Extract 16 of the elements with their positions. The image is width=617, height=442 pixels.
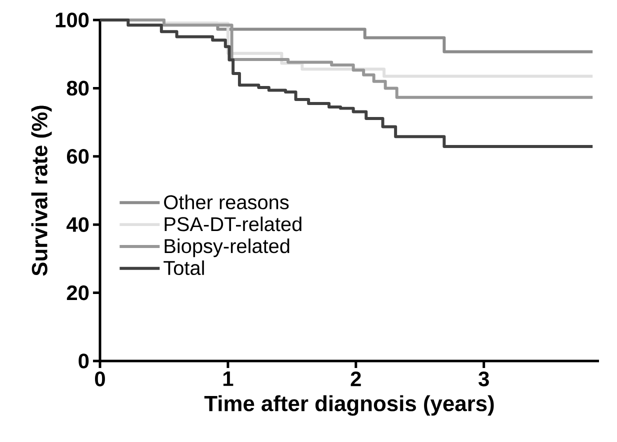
y-tick-label: 0: [78, 354, 89, 368]
y-tick-label: 100: [56, 12, 89, 28]
y-tick-label: 40: [66, 217, 89, 232]
y-tick-label: 80: [66, 80, 89, 96]
legend-label: Biopsy-related: [164, 238, 290, 258]
legend-label: Total: [164, 260, 204, 276]
y-tick-label: 20: [66, 285, 89, 300]
y-tick-label: 60: [66, 148, 89, 164]
x-tick-label: 3: [478, 372, 489, 386]
x-axis-title: Time after diagnosis (years): [204, 395, 494, 416]
y-axis-title: Survival rate (%): [31, 106, 52, 276]
legend-label: PSA-DT-related: [164, 216, 302, 232]
x-tick-label: 1: [223, 372, 234, 386]
x-tick-label: 0: [95, 372, 105, 386]
x-tick-label: 2: [350, 372, 361, 386]
legend-label: Other reasons: [164, 194, 289, 210]
